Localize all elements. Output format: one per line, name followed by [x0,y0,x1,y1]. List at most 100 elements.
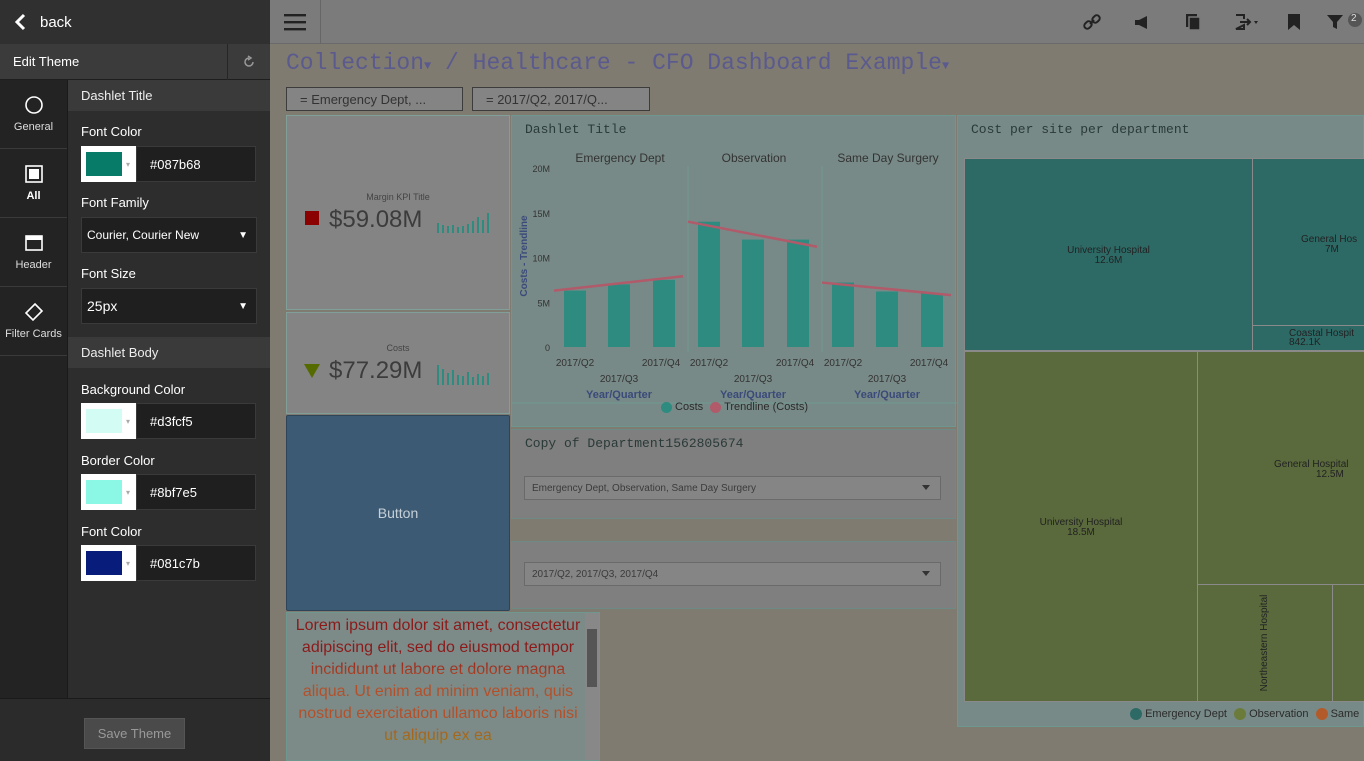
chart-title: Dashlet Title [525,122,627,137]
breadcrumb-separator: / [445,50,459,76]
edit-theme-title: Edit Theme [13,54,80,69]
filter-icon[interactable]: 2 [1326,12,1364,32]
treemap-cell[interactable]: University Hospital 18.5M [964,351,1198,702]
save-theme-button[interactable]: Save Theme [84,718,185,749]
border-color-picker[interactable]: ▾ #8bf7e5 [81,474,256,510]
y-tick-label: 0 [545,343,550,353]
nav-header[interactable]: Header [0,218,67,287]
font-family-value: Courier, Courier New [87,228,200,242]
nav-all[interactable]: All [0,149,67,218]
megaphone-icon[interactable] [1132,12,1152,32]
color-swatch-button[interactable]: ▾ [81,146,136,182]
treemap-cell[interactable]: Coastal Hospit 842.1K [1252,325,1364,351]
dashlet-body-section: Dashlet Body [68,337,270,368]
treemap-cell[interactable]: General Hos 7M [1252,158,1364,326]
border-color-label: Border Color [81,453,155,468]
hamburger-menu-icon[interactable] [283,10,307,34]
color-swatch [86,409,122,433]
kpi-title: Costs [386,343,410,353]
font-family-select[interactable]: Courier, Courier New ▼ [81,217,257,253]
font-size-value: 25px [87,298,118,314]
reset-button[interactable] [227,44,270,80]
x-axis-label: Year/Quarter [720,389,787,401]
x-tick-label: 2017/Q3 [868,374,907,385]
legend-dot-icon [1130,708,1142,721]
quarter-dropdown[interactable]: 2017/Q2, 2017/Q3, 2017/Q4 [524,562,941,586]
nav-filter-cards[interactable]: Filter Cards [0,287,67,356]
legend-dot-icon [1234,708,1247,721]
x-tick-label: 2017/Q2 [556,358,595,369]
legend-trend-dot-icon [710,401,722,413]
nav-filter-cards-label: Filter Cards [5,328,62,340]
legend-costs[interactable]: Costs [675,401,704,413]
theme-editor-panel: back Edit Theme General All Header Filte… [0,0,270,761]
body-font-color-picker[interactable]: ▾ #081c7b [81,545,256,581]
treemap-cell-value: 7M [1325,244,1339,255]
kpi-value: $59.08M [329,206,423,233]
treemap-cell-value: 12.6M [1094,255,1123,266]
kpi-costs-card[interactable]: Costs $77.29M [286,312,510,414]
kpi-sparkline [437,365,489,385]
legend-trendline[interactable]: Trendline (Costs) [724,401,809,413]
x-tick-label: 2017/Q2 [690,358,729,369]
legend-same[interactable]: Same [1330,708,1360,720]
link-icon[interactable] [1082,12,1102,32]
treemap-cell[interactable]: General Hospital 12.5M [1197,351,1364,585]
treemap-cell[interactable]: University Hospital 12.6M [964,158,1253,351]
caret-down-icon: ▼ [238,300,248,312]
back-button[interactable]: back [0,0,270,44]
export-icon[interactable] [1233,12,1261,32]
filter-chip-department[interactable]: = Emergency Dept, ... [286,87,463,111]
legend-observation[interactable]: Observation [1249,708,1309,720]
nav-general-label: General [13,121,54,133]
color-swatch-button[interactable]: ▾ [81,545,136,581]
copy-icon[interactable] [1183,12,1203,32]
bar [876,291,898,347]
edit-theme-header: Edit Theme [0,44,270,80]
bar-chart-card: Dashlet Title 20M 15M 10M 5M 0 Costs - Trendl… [511,115,957,427]
breadcrumb: Collection▼ / Healthcare - CFO Dashboard… [286,50,949,76]
title-font-color-picker[interactable]: ▾ #087b68 [81,146,256,182]
treemap-cell[interactable] [1332,584,1364,702]
treemap-cell-label: General Hospital [1274,459,1349,470]
dashboard-title[interactable]: Healthcare - CFO Dashboard Example▼ [473,50,949,76]
quarter-dropdown-value: 2017/Q2, 2017/Q3, 2017/Q4 [532,568,659,580]
color-swatch-button[interactable]: ▾ [81,474,136,510]
kpi-title: Margin KPI Title [366,192,430,202]
scrollbar[interactable] [585,613,599,760]
kpi-status-square-icon [305,211,319,225]
y-tick-label: 15M [532,209,550,219]
body-font-color-input[interactable]: #081c7b [136,545,256,581]
refresh-icon [244,55,254,67]
bar [742,239,764,347]
treemap-cell[interactable]: Northeastern Hospital [1197,584,1333,702]
treemap-cell-value: 18.5M [1067,527,1095,538]
font-size-select[interactable]: 25px ▼ [81,288,257,324]
bar [921,293,943,347]
top-toolbar: 2 [270,0,1364,44]
border-color-input[interactable]: #8bf7e5 [136,474,256,510]
dashboard-button[interactable]: Button [286,415,510,611]
filter-chip-quarter[interactable]: = 2017/Q2, 2017/Q... [472,87,650,111]
department-filter-card: Copy of Department1562805674 Emergency D… [511,429,956,519]
kpi-margin-card[interactable]: Margin KPI Title $59.08M [286,115,510,310]
legend-emergency[interactable]: Emergency Dept [1145,708,1227,720]
chevron-down-icon: ▾ [126,159,131,169]
back-label: back [40,13,72,31]
background-color-input[interactable]: #d3fcf5 [136,403,256,439]
bookmark-icon[interactable] [1284,12,1304,32]
treemap-cell-label: University Hospital [1067,245,1150,256]
x-tick-label: 2017/Q4 [776,358,815,369]
department-dropdown[interactable]: Emergency Dept, Observation, Same Day Su… [524,476,941,500]
color-swatch-button[interactable]: ▾ [81,403,136,439]
title-font-color-input[interactable]: #087b68 [136,146,256,182]
trendline [687,220,818,248]
treemap-title: Cost per site per department [971,122,1190,137]
collection-link[interactable]: Collection▼ [286,50,431,76]
y-axis-label: Costs - Trendline [519,215,530,297]
nav-general[interactable]: General [0,80,67,149]
scrollbar-thumb[interactable] [587,629,597,687]
background-color-picker[interactable]: ▾ #d3fcf5 [81,403,256,439]
theme-properties: Dashlet Title Font Color ▾ #087b68 Font … [68,80,270,698]
x-tick-label: 2017/Q4 [910,358,949,369]
